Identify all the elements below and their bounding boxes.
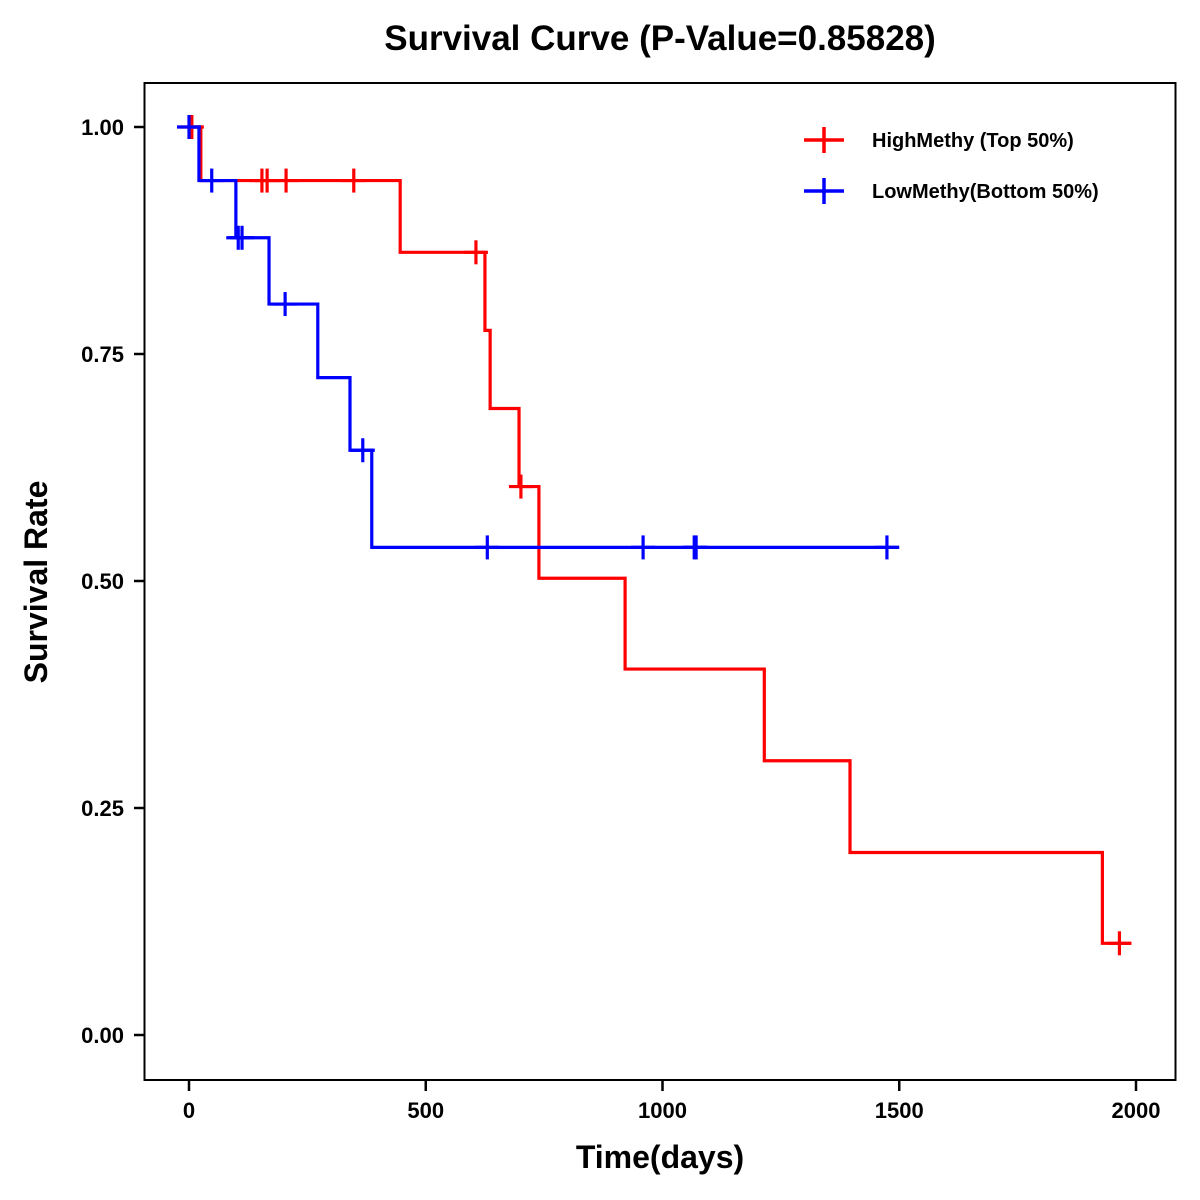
censor-mark [508, 474, 533, 499]
censor-mark [274, 168, 299, 193]
censor-mark [341, 168, 366, 193]
legend-item: HighMethy (Top 50%) [804, 127, 1074, 153]
y-axis-label: Survival Rate [18, 481, 54, 684]
censor-mark [874, 535, 899, 560]
x-tick-label: 500 [407, 1098, 444, 1123]
legend-item: LowMethy(Bottom 50%) [804, 178, 1099, 204]
y-tick-label: 0.75 [81, 342, 124, 367]
chart-title: Survival Curve (P-Value=0.85828) [384, 19, 936, 58]
y-tick-label: 0.50 [81, 569, 124, 594]
y-tick-label: 1.00 [81, 115, 124, 140]
series-layer [177, 115, 1132, 956]
censor-mark [475, 535, 500, 560]
survival-line [189, 125, 1132, 945]
censor-mark [631, 535, 656, 560]
plot-frame [143, 82, 1177, 1081]
legend-cross-icon [804, 178, 844, 204]
legend-label: LowMethy(Bottom 50%) [872, 181, 1099, 203]
x-tick-label: 2000 [1112, 1098, 1161, 1123]
x-axis-label: Time(days) [576, 1139, 744, 1175]
x-tick-label: 0 [183, 1098, 195, 1123]
x-axis: 0 500 1000 1500 2000 [183, 1080, 1161, 1123]
censor-mark [463, 240, 488, 265]
y-tick-label: 0.25 [81, 796, 124, 821]
censor-mark [1107, 931, 1132, 956]
x-tick-label: 1000 [638, 1098, 687, 1123]
legend-cross-icon [804, 127, 844, 153]
series-lowmethy [177, 115, 900, 560]
censor-mark [273, 292, 298, 317]
x-tick-label: 1500 [875, 1098, 924, 1123]
censor-mark [350, 438, 375, 463]
censor-mark [684, 535, 709, 560]
y-axis: 0.00 0.25 0.50 0.75 1.00 [81, 115, 144, 1048]
censor-mark [230, 225, 255, 250]
legend-label: HighMethy (Top 50%) [872, 130, 1074, 152]
series-highmethy [179, 115, 1132, 956]
censor-mark [177, 115, 201, 139]
censor-mark [199, 168, 224, 193]
legend: HighMethy (Top 50%) LowMethy(Bottom 50%) [804, 127, 1099, 204]
survival-line [189, 125, 900, 550]
y-tick-label: 0.00 [81, 1023, 124, 1048]
